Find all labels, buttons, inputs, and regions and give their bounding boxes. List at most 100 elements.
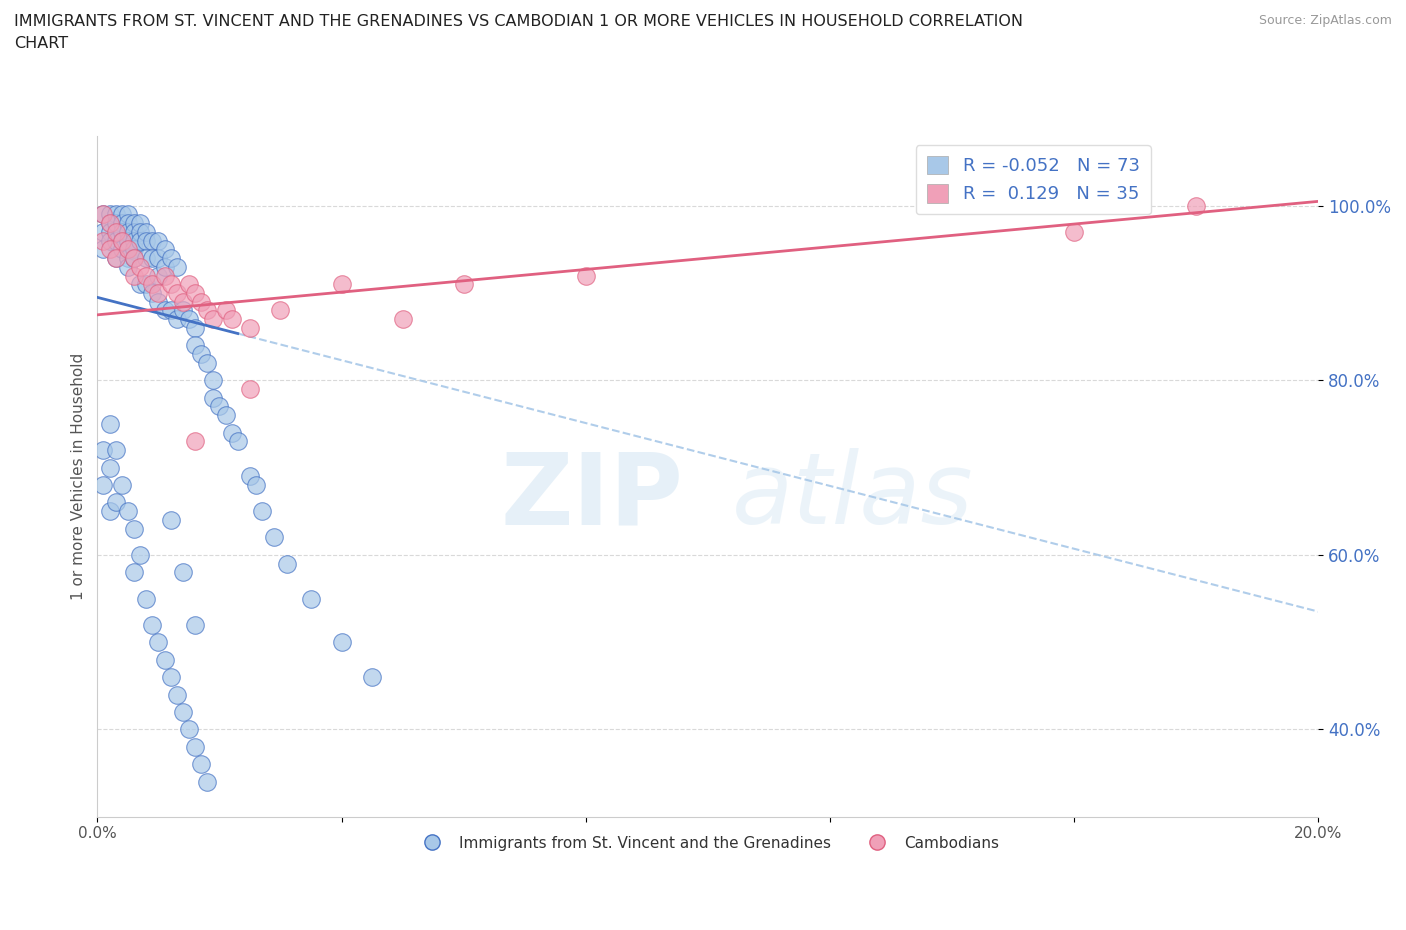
Point [111,478,134,493]
Text: ZIP: ZIP [501,448,683,545]
Point [153,652,176,667]
Point [98,504,121,519]
Point [98,233,121,248]
Point [159,277,181,292]
Point [153,268,176,283]
Point [159,251,181,266]
Point [93,233,115,248]
Point [172,565,194,579]
Point [117,242,139,257]
Point [129,216,152,231]
Point [184,739,207,754]
Point [148,286,170,300]
Point [250,504,273,519]
Point [195,775,218,790]
Point [148,268,170,283]
Point [159,670,181,684]
Point [184,321,207,336]
Point [93,443,115,458]
Point [117,216,139,231]
Point [98,216,121,231]
Point [239,381,262,396]
Point [141,277,163,292]
Point [153,303,176,318]
Point [226,434,249,449]
Point [117,251,139,266]
Point [122,565,145,579]
Point [122,216,145,231]
Point [148,634,170,649]
Point [141,618,163,632]
Point [141,233,163,248]
Point [104,233,127,248]
Point [135,277,157,292]
Point [111,242,134,257]
Point [184,434,207,449]
Y-axis label: 1 or more Vehicles in Household: 1 or more Vehicles in Household [72,352,86,600]
Point [117,242,139,257]
Point [214,407,236,422]
Point [104,251,127,266]
Point [202,312,225,326]
Point [104,207,127,222]
Point [111,233,134,248]
Point [153,242,176,257]
Point [93,207,115,222]
Point [122,251,145,266]
Point [111,224,134,239]
Point [98,417,121,432]
Point [93,207,115,222]
Point [239,321,262,336]
Point [172,705,194,720]
Point [117,504,139,519]
Point [202,391,225,405]
Point [166,286,188,300]
Point [141,286,163,300]
Point [153,259,176,274]
Text: IMMIGRANTS FROM ST. VINCENT AND THE GRENADINES VS CAMBODIAN 1 OR MORE VEHICLES I: IMMIGRANTS FROM ST. VINCENT AND THE GREN… [14,14,1024,51]
Point [117,224,139,239]
Point [129,259,152,274]
Point [159,303,181,318]
Point [98,242,121,257]
Point [172,303,194,318]
Point [391,312,413,326]
Point [104,224,127,239]
Point [214,303,236,318]
Point [141,251,163,266]
Text: Source: ZipAtlas.com: Source: ZipAtlas.com [1258,14,1392,27]
Point [166,687,188,702]
Point [135,233,157,248]
Point [330,634,353,649]
Point [111,207,134,222]
Point [98,224,121,239]
Point [104,216,127,231]
Point [129,224,152,239]
Point [135,268,157,283]
Point [184,338,207,352]
Point [148,294,170,309]
Point [190,347,212,362]
Point [177,722,200,737]
Point [122,242,145,257]
Point [177,277,200,292]
Point [135,224,157,239]
Point [269,303,291,318]
Point [98,207,121,222]
Point [98,460,121,475]
Point [166,259,188,274]
Point [117,259,139,274]
Point [135,251,157,266]
Point [184,286,207,300]
Point [575,268,598,283]
Point [190,294,212,309]
Point [361,670,384,684]
Point [122,251,145,266]
Point [221,425,243,440]
Point [111,233,134,248]
Point [93,224,115,239]
Point [122,521,145,536]
Point [299,591,322,606]
Point [122,268,145,283]
Point [104,443,127,458]
